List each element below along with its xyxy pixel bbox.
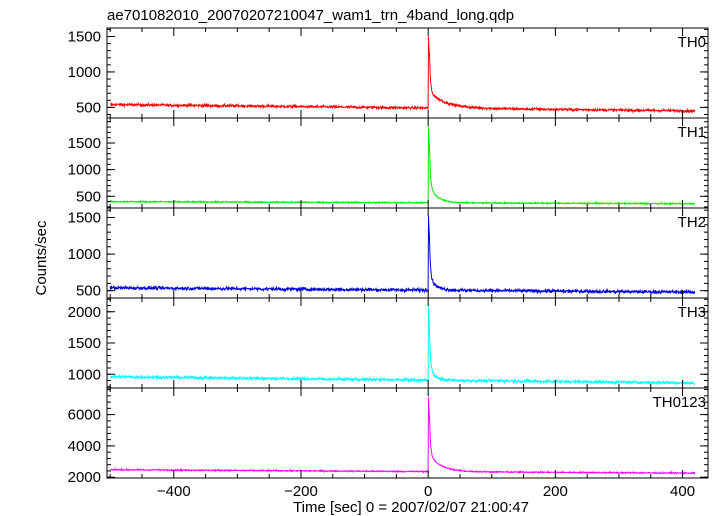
x-tick-label: 200 — [543, 483, 568, 500]
y-tick-label: 500 — [76, 283, 101, 300]
panel-frame — [106, 27, 709, 119]
panel-frame — [106, 117, 709, 209]
y-tick-label: 1500 — [68, 335, 101, 352]
y-tick-label: 1500 — [68, 29, 101, 46]
series-th3-line — [109, 306, 696, 386]
y-tick-label: 1000 — [68, 64, 101, 81]
series-th0-line — [109, 36, 696, 114]
panel-name-label: TH2 — [678, 214, 706, 231]
chart-title: ae701082010_20070207210047_wam1_trn_4ban… — [107, 7, 514, 24]
x-tick-label: 0 — [424, 483, 432, 500]
x-tick-label: −400 — [157, 483, 191, 500]
series-th2-line — [109, 215, 696, 296]
panel-frame — [106, 297, 709, 389]
panel-name-label: TH0123 — [653, 394, 706, 411]
y-tick-label: 1500 — [68, 210, 101, 227]
y-tick-label: 1500 — [68, 135, 101, 152]
y-tick-label: 500 — [76, 188, 101, 205]
x-tick-label: −200 — [284, 483, 318, 500]
panel-name-label: TH3 — [678, 304, 706, 321]
y-tick-label: 1000 — [68, 366, 101, 383]
panel-th0123: 2000 4000 6000 TH0123 — [68, 387, 709, 486]
panel-name-label: TH0 — [678, 34, 706, 51]
y-axis-label: Counts/sec — [33, 220, 50, 296]
y-tick-label: 2000 — [68, 469, 101, 486]
panel-th2: 500 1000 1500 TH2 — [68, 207, 709, 300]
series-th0123-line — [109, 396, 696, 475]
y-tick-label: 6000 — [68, 407, 101, 424]
panel-th1: 500 1000 1500 TH1 — [68, 117, 709, 209]
y-tick-label: 2000 — [68, 304, 101, 321]
panels-group: 500 1000 1500 TH0 500 1000 1500 TH1 500 1000 1500 T… — [68, 27, 709, 500]
panel-frame — [106, 387, 709, 479]
panel-th0: 500 1000 1500 TH0 — [68, 27, 709, 119]
y-tick-label: 1000 — [68, 246, 101, 263]
x-tick-label: 400 — [670, 483, 695, 500]
panel-name-label: TH1 — [678, 124, 706, 141]
panel-frame — [106, 207, 709, 299]
y-tick-label: 500 — [76, 99, 101, 116]
x-axis-label: Time [sec] 0 = 2007/02/07 21:00:47 — [293, 499, 529, 516]
y-tick-label: 1000 — [68, 162, 101, 179]
series-th1-line — [109, 126, 696, 206]
panel-th3: 1000 1500 2000 TH3 — [68, 297, 709, 389]
y-tick-label: 4000 — [68, 438, 101, 455]
